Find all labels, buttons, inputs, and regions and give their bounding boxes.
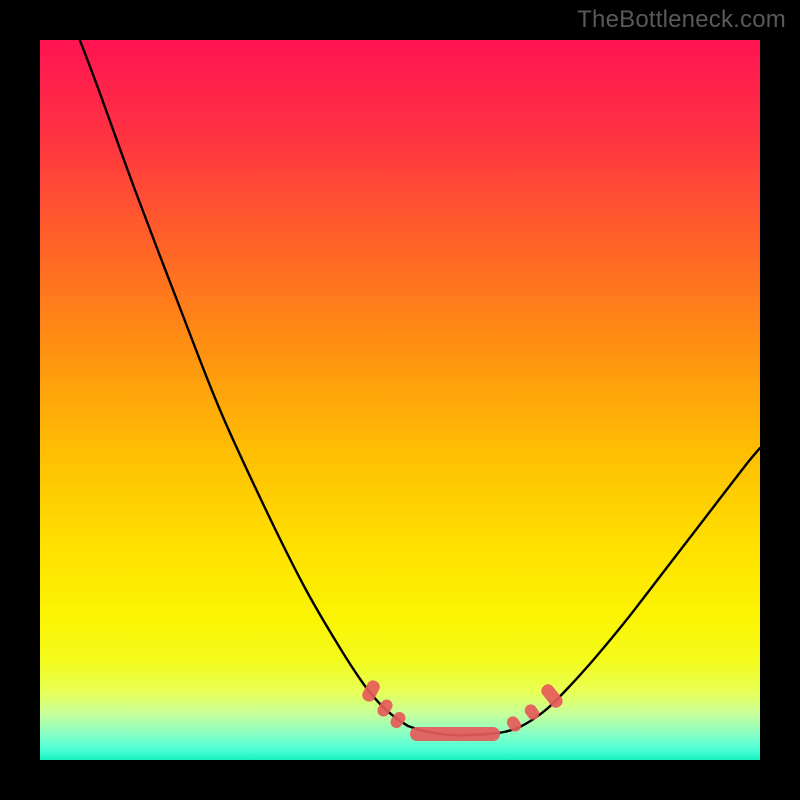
plot-area [40, 40, 760, 760]
marker-bottom_bar-0 [410, 727, 500, 741]
curve-right-curve [518, 448, 760, 728]
marker-right_cluster-1 [522, 702, 541, 722]
watermark-text: TheBottleneck.com [577, 6, 786, 34]
curve-layer [40, 40, 760, 760]
chart-frame: TheBottleneck.com [0, 0, 800, 800]
curve-left-curve [76, 40, 408, 726]
